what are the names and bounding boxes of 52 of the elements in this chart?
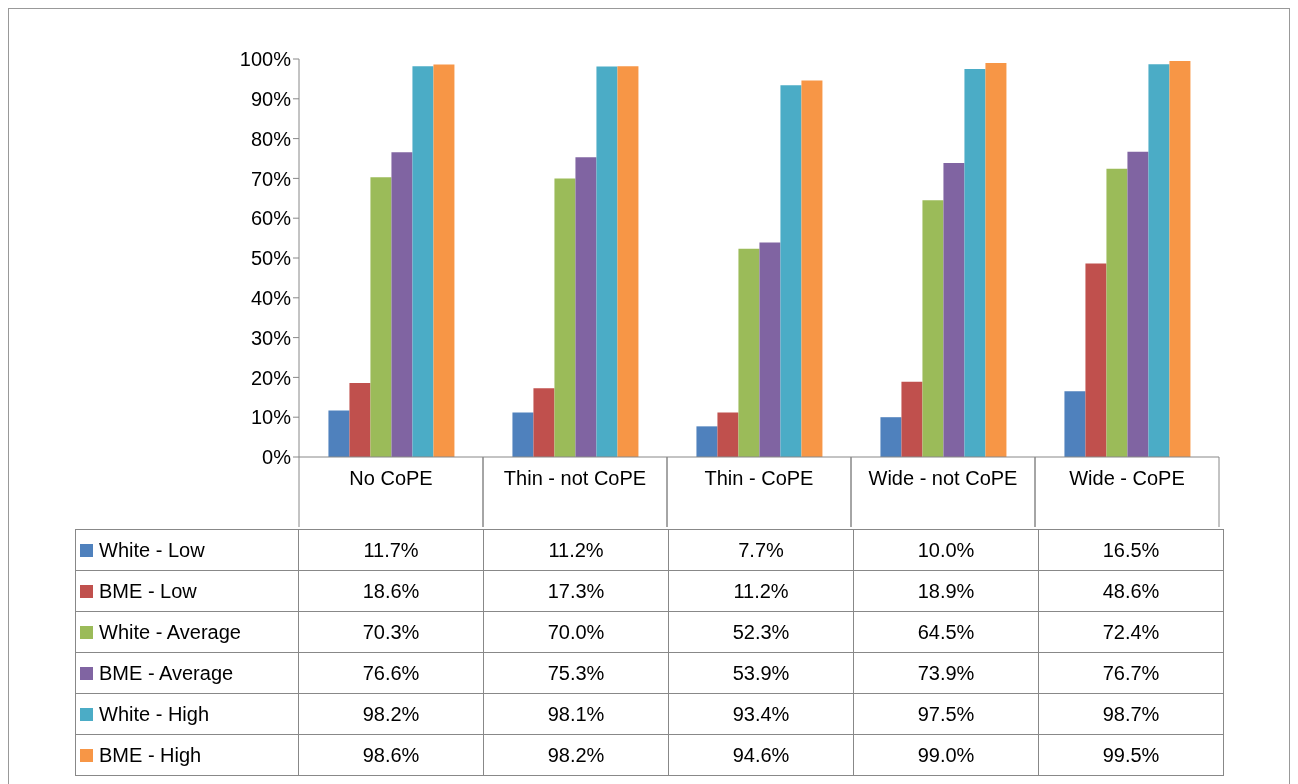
data-label: 11.2% <box>668 570 854 612</box>
y-tick-label: 0% <box>262 446 292 469</box>
data-label: 97.5% <box>853 693 1039 735</box>
data-label: 70.3% <box>298 611 484 653</box>
y-tick-label: 60% <box>250 207 292 230</box>
data-label: 98.7% <box>1038 693 1224 735</box>
legend-label: White - Average <box>99 620 241 643</box>
y-tick-label: 10% <box>250 406 292 429</box>
data-label: 99.5% <box>1038 734 1224 776</box>
data-label: 18.6% <box>298 570 484 612</box>
x-tick-label: No CoPE <box>349 467 433 490</box>
data-label: 64.5% <box>853 611 1039 653</box>
x-tick-label: Wide - CoPE <box>1069 467 1185 490</box>
y-tick-label: 70% <box>250 167 292 190</box>
data-label: 18.9% <box>853 570 1039 612</box>
data-label: 16.5% <box>1038 529 1224 571</box>
data-label: 7.7% <box>668 529 854 571</box>
data-label: 11.2% <box>483 529 669 571</box>
data-label: 94.6% <box>668 734 854 776</box>
x-tick-label: Thin - CoPE <box>704 467 814 490</box>
y-tick-label: 50% <box>250 247 292 270</box>
data-label: 73.9% <box>853 652 1039 694</box>
data-label: 98.2% <box>483 734 669 776</box>
y-tick-label: 20% <box>250 366 292 389</box>
x-tick-label: Thin - not CoPE <box>503 467 647 490</box>
data-label: 98.1% <box>483 693 669 735</box>
data-label: 93.4% <box>668 693 854 735</box>
data-label: 17.3% <box>483 570 669 612</box>
data-label: 99.0% <box>853 734 1039 776</box>
data-label: 52.3% <box>668 611 854 653</box>
y-tick-label: 100% <box>239 48 292 71</box>
legend-label: BME - High <box>99 743 202 766</box>
x-tick-label: Wide - not CoPE <box>868 467 1018 490</box>
data-label: 98.2% <box>298 693 484 735</box>
data-label: 11.7% <box>298 529 484 571</box>
data-label: 72.4% <box>1038 611 1224 653</box>
y-tick-label: 30% <box>250 326 292 349</box>
y-tick-label: 90% <box>250 87 292 110</box>
legend-label: BME - Low <box>99 579 197 602</box>
data-label: 10.0% <box>853 529 1039 571</box>
legend-label: BME - Average <box>99 661 234 684</box>
legend-label: White - High <box>99 702 210 725</box>
legend-label: White - Low <box>99 538 205 561</box>
data-label: 70.0% <box>483 611 669 653</box>
y-tick-label: 80% <box>250 127 292 150</box>
data-label: 76.6% <box>298 652 484 694</box>
data-label: 53.9% <box>668 652 854 694</box>
data-label: 76.7% <box>1038 652 1224 694</box>
data-label: 75.3% <box>483 652 669 694</box>
data-label: 48.6% <box>1038 570 1224 612</box>
data-label: 98.6% <box>298 734 484 776</box>
y-tick-label: 40% <box>250 286 292 309</box>
